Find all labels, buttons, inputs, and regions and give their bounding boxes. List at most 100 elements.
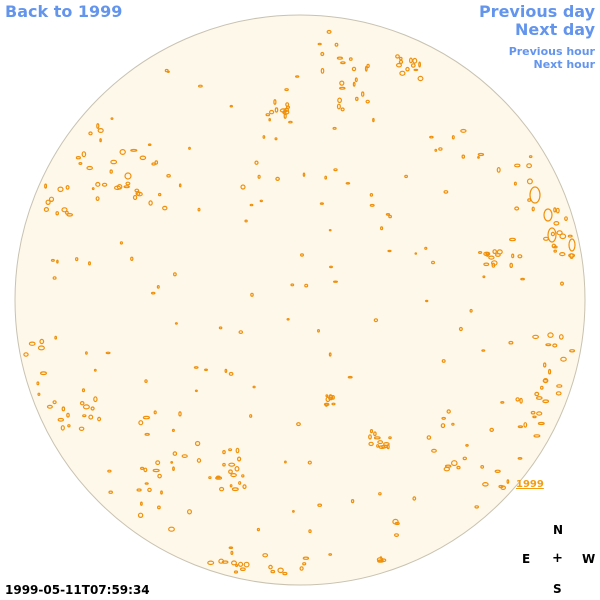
contour-mark [286, 317, 290, 321]
contour-mark [130, 256, 134, 261]
contour-mark [139, 501, 143, 506]
contour-mark [39, 371, 47, 376]
contour-mark [194, 440, 201, 447]
contour-mark [555, 391, 562, 396]
contour-mark [262, 553, 269, 558]
contour-mark [125, 181, 131, 186]
contour-mark [67, 424, 71, 428]
contour-mark [373, 436, 381, 440]
contour-mark [520, 277, 525, 281]
contour-mark [361, 91, 365, 97]
contour-mark [88, 131, 93, 136]
contour-mark [410, 63, 416, 68]
contour-mark [531, 206, 535, 212]
contour-mark [485, 252, 490, 257]
contour-mark [45, 199, 51, 205]
contour-mark [387, 249, 392, 253]
contour-mark [377, 559, 384, 563]
contour-mark [515, 397, 520, 402]
contour-mark [555, 207, 560, 214]
contour-mark [82, 404, 90, 410]
contour-mark [139, 155, 147, 161]
contour-mark [324, 402, 328, 407]
contour-mark [553, 221, 560, 226]
contour-mark [414, 252, 418, 255]
contour-mark [150, 291, 156, 295]
contour-mark [262, 135, 266, 139]
contour-mark [242, 484, 247, 490]
previous-day-link[interactable]: Previous day [478, 2, 595, 21]
year-link[interactable]: 1999 [516, 479, 544, 490]
contour-mark [451, 135, 455, 140]
contour-mark [492, 249, 498, 255]
previous-hour-link[interactable]: Previous hour [508, 45, 595, 58]
contour-mark [288, 120, 293, 124]
contour-mark [569, 349, 576, 353]
contour-mark [519, 397, 523, 404]
contour-mark [412, 496, 417, 501]
contour-mark [482, 481, 489, 487]
contour-mark [350, 499, 355, 504]
contour-mark [46, 404, 53, 409]
contour-mark [270, 569, 276, 574]
contour-mark [93, 368, 97, 372]
contour-mark [440, 423, 446, 429]
contour-mark [317, 328, 321, 333]
contour-mark [123, 185, 130, 189]
contour-mark [66, 412, 70, 418]
contour-mark [105, 351, 111, 355]
contour-mark [338, 86, 346, 90]
contour-mark [144, 432, 150, 436]
contour-mark [274, 137, 278, 141]
contour-mark [394, 533, 400, 537]
contour-mark [292, 510, 295, 513]
contour-mark [328, 352, 332, 357]
contour-mark [78, 426, 85, 431]
contour-mark [526, 178, 533, 185]
contour-mark [108, 490, 114, 494]
contour-mark [535, 396, 543, 400]
contour-mark [283, 113, 287, 119]
contour-mark [434, 148, 438, 152]
contour-mark [559, 233, 567, 240]
contour-mark [43, 207, 50, 213]
contour-mark [257, 174, 261, 179]
contour-mark [215, 476, 223, 480]
contour-mark [320, 67, 325, 74]
contour-mark [54, 335, 58, 340]
next-hour-link[interactable]: Next hour [533, 58, 596, 71]
contour-mark [204, 368, 209, 372]
contour-mark [461, 154, 466, 159]
compass-north-label: N [553, 523, 564, 537]
contour-mark [399, 70, 406, 76]
contour-mark [523, 422, 528, 428]
contour-mark [138, 420, 144, 426]
contour-mark [431, 448, 437, 453]
contour-mark [495, 253, 501, 257]
contour-mark [61, 406, 66, 412]
contour-mark [124, 172, 132, 180]
contour-mark [551, 243, 557, 249]
contour-mark [157, 192, 162, 197]
contour-mark [325, 394, 329, 398]
contour-mark [228, 469, 233, 475]
contour-mark [539, 385, 544, 390]
back-to-year-link[interactable]: Back to 1999 [5, 2, 123, 21]
contour-mark [496, 166, 501, 173]
contour-mark [282, 571, 288, 576]
contour-mark [153, 410, 157, 415]
contour-mark [480, 465, 485, 469]
contour-mark [533, 434, 541, 438]
contour-mark [373, 431, 377, 437]
contour-mark [569, 253, 574, 260]
contour-mark [326, 29, 332, 34]
contour-mark [265, 113, 271, 117]
contour-mark [404, 174, 409, 179]
next-day-link[interactable]: Next day [515, 20, 595, 39]
contour-mark [244, 219, 248, 223]
contour-mark [52, 400, 57, 405]
contour-mark [369, 203, 375, 207]
contour-mark [140, 466, 145, 470]
contour-mark [339, 80, 345, 86]
contour-mark [331, 395, 335, 400]
